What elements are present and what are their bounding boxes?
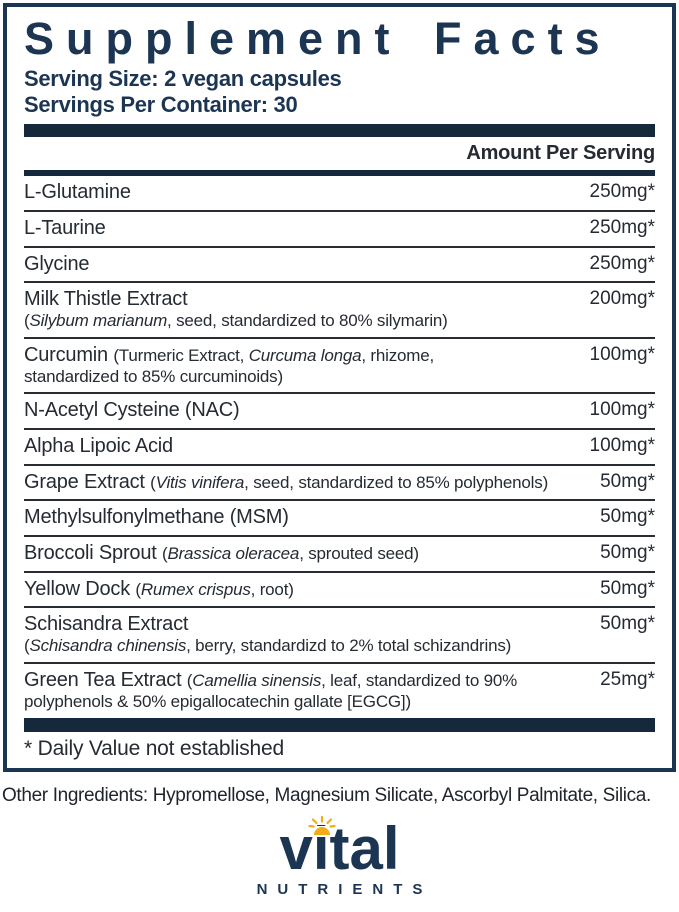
divider-thick-top (24, 124, 655, 138)
table-row: Methylsulfonylmethane (MSM) 50mg* (24, 501, 655, 537)
ingredient-name: Alpha Lipoic Acid (24, 434, 173, 457)
amount-per-serving-header: Amount Per Serving (466, 142, 655, 165)
brand-logo: vital NUTRIENTS (0, 815, 679, 899)
ingredient-amount: 100mg* (589, 343, 656, 365)
table-row: L-Taurine 250mg* (24, 212, 655, 248)
brand-name: vital (279, 815, 400, 883)
ingredient-amount: 25mg* (600, 668, 655, 690)
table-row: Milk Thistle Extract (Silybum marianum, s… (24, 283, 656, 339)
divider-thick-bottom (24, 718, 655, 733)
ingredient-amount: 50mg* (600, 506, 655, 528)
ingredient-amount: 200mg* (589, 288, 656, 310)
ingredient-name: Broccoli Sprout (Brassica oleracea, spro… (24, 541, 419, 564)
ingredient-name: Curcumin (Turmeric Extract, Curcuma long… (24, 343, 435, 386)
ingredient-name: L-Glutamine (24, 181, 131, 204)
ingredient-amount: 250mg* (589, 181, 656, 203)
table-row: N-Acetyl Cysteine (NAC) 100mg* (24, 394, 655, 430)
divider-medium (24, 170, 655, 177)
ingredient-name: Yellow Dock (Rumex crispus, root) (24, 577, 294, 600)
table-row: Broccoli Sprout (Brassica oleracea, spro… (24, 537, 655, 573)
ingredient-name: Methylsulfonylmethane (MSM) (24, 506, 289, 529)
ingredient-amount: 100mg* (589, 399, 656, 421)
brand-name-wrap: vital (279, 815, 400, 879)
ingredient-amount: 100mg* (589, 434, 656, 456)
ingredient-name: Grape Extract (Vitis vinifera, seed, sta… (24, 470, 549, 493)
ingredient-amount: 50mg* (600, 577, 655, 599)
daily-value-footnote: * Daily Value not established (24, 737, 284, 761)
table-row: Yellow Dock (Rumex crispus, root) 50mg* (24, 573, 655, 609)
table-row: L-Glutamine 250mg* (24, 176, 655, 212)
ingredient-amount: 50mg* (600, 613, 655, 635)
ingredient-name: N-Acetyl Cysteine (NAC) (24, 399, 240, 422)
ingredient-name: L-Taurine (24, 216, 106, 239)
ingredient-amount: 250mg* (589, 252, 656, 274)
ingredient-name: Milk Thistle Extract (Silybum marianum, s… (24, 288, 448, 331)
ingredient-name: Glycine (24, 252, 90, 275)
ingredient-amount: 50mg* (600, 541, 655, 563)
brand-subtitle: NUTRIENTS (256, 881, 433, 899)
supplement-facts-panel: Supplement Facts Serving Size: 2 vegan c… (3, 3, 676, 773)
ingredient-amount: 50mg* (600, 470, 655, 492)
servings-per-container: Servings Per Container: 30 (24, 91, 298, 117)
serving-size: Serving Size: 2 vegan capsules (24, 66, 342, 92)
table-row: Curcumin (Turmeric Extract, Curcuma long… (24, 339, 656, 395)
ingredient-amount: 250mg* (589, 216, 656, 238)
table-row: Schisandra Extract (Schisandra chinensis,… (24, 608, 655, 664)
table-row: Green Tea Extract (Camellia sinensis, le… (24, 664, 655, 717)
ingredient-table: L-Glutamine 250mg* L-Taurine 250mg* Glycine 2… (24, 176, 655, 717)
ingredient-name: Schisandra Extract (Schisandra chinensis,… (24, 613, 512, 656)
other-ingredients: Other Ingredients: Hypromellose, Magnesi… (2, 785, 651, 807)
table-row: Glycine 250mg* (24, 248, 655, 284)
table-row: Alpha Lipoic Acid 100mg* (24, 430, 655, 466)
panel-title: Supplement Facts (24, 13, 612, 64)
table-row: Grape Extract (Vitis vinifera, seed, sta… (24, 466, 655, 502)
sun-icon (308, 815, 337, 836)
ingredient-name: Green Tea Extract (Camellia sinensis, le… (24, 668, 518, 711)
